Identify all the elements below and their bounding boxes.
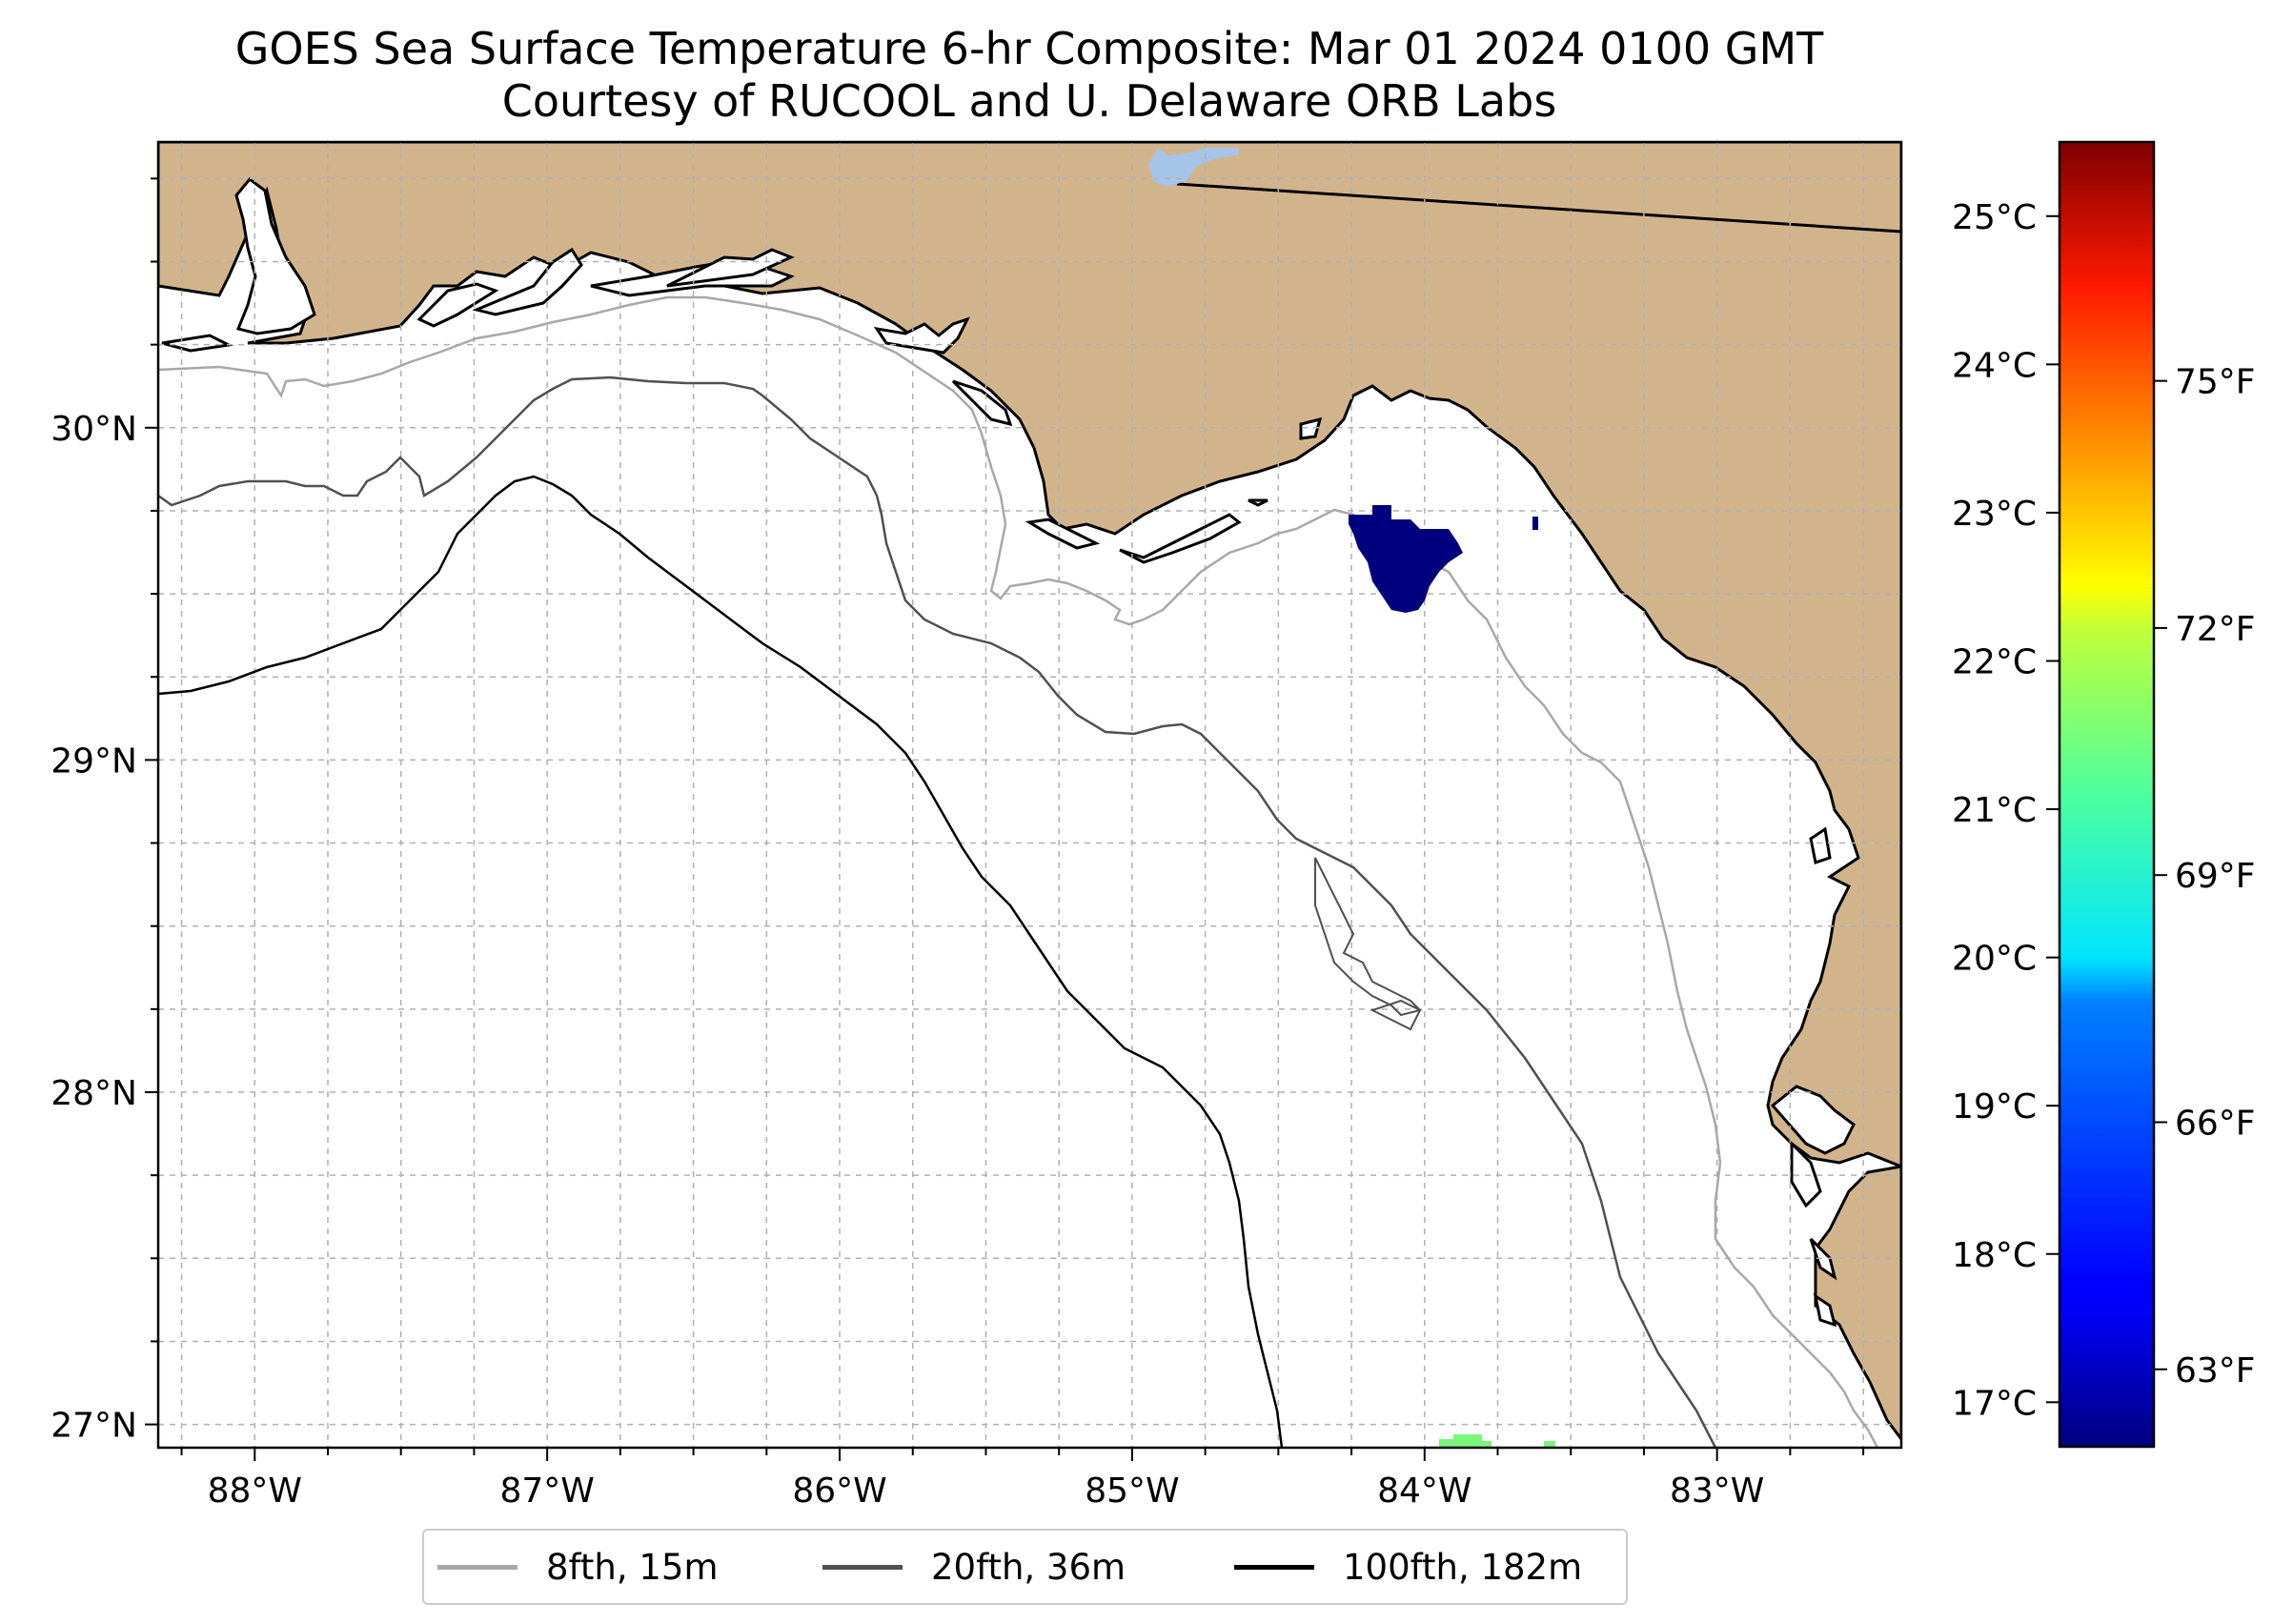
map-subtitle: Courtesy of RUCOOL and U. Delaware ORB L… — [501, 75, 1557, 127]
isobath-20fth-islands — [1314, 857, 1422, 1031]
lon-tick-label: 87°W — [499, 1472, 594, 1511]
celsius-tick-label: 19°C — [1952, 1087, 2037, 1127]
isobath-legend: 8fth, 15m 20fth, 36m 100fth, 182m — [422, 1529, 1628, 1605]
fahrenheit-tick-label: 72°F — [2175, 610, 2256, 649]
legend-label-8fth: 8fth, 15m — [546, 1546, 719, 1588]
legend-swatch-20fth — [822, 1564, 903, 1570]
lon-tick-label: 85°W — [1085, 1472, 1179, 1511]
fahrenheit-tick-label: 66°F — [2175, 1104, 2256, 1143]
fahrenheit-tick-label: 75°F — [2175, 363, 2256, 402]
celsius-tick-label: 20°C — [1952, 940, 2037, 979]
legend-label-100fth: 100fth, 182m — [1343, 1546, 1583, 1588]
lon-tick-label: 86°W — [792, 1472, 886, 1511]
longitude-axis: 88°W 87°W 86°W 85°W 84°W 83°W — [180, 1448, 1865, 1511]
lon-tick-label: 88°W — [208, 1472, 302, 1511]
sst-cold-pixel — [1532, 517, 1538, 530]
celsius-tick-label: 24°C — [1952, 346, 2037, 385]
isobath-8fth — [158, 295, 1879, 1448]
fahrenheit-tick-label: 69°F — [2175, 857, 2256, 896]
map-title: GOES Sea Surface Temperature 6-hr Compos… — [234, 23, 1824, 74]
lat-tick-label: 29°N — [51, 741, 137, 781]
celsius-tick-label: 25°C — [1952, 198, 2037, 237]
map-frame — [156, 140, 1903, 1450]
legend-item-20fth: 20fth, 36m — [822, 1531, 1126, 1603]
legend-swatch-8fth — [437, 1564, 517, 1570]
legend-item-8fth: 8fth, 15m — [437, 1531, 719, 1603]
sst-cold-patch — [1349, 505, 1463, 613]
legend-swatch-100fth — [1234, 1564, 1314, 1570]
legend-item-100fth: 100fth, 182m — [1234, 1531, 1582, 1603]
lat-tick-label: 27°N — [51, 1407, 137, 1446]
colorbar-frame — [2058, 140, 2156, 1449]
celsius-tick-label: 22°C — [1952, 642, 2037, 681]
latitude-axis: 30°N 29°N 28°N 27°N — [51, 177, 158, 1446]
state-border — [1176, 182, 1901, 233]
fahrenheit-tick-label: 63°F — [2175, 1351, 2256, 1391]
celsius-tick-label: 18°C — [1952, 1236, 2037, 1275]
celsius-tick-label: 17°C — [1952, 1384, 2037, 1423]
lat-tick-label: 30°N — [51, 410, 137, 449]
colorbar-celsius-axis: 17°C 18°C 19°C 20°C 21°C 22°C 23°C 24°C 25°C — [1952, 198, 2060, 1423]
bays — [161, 176, 1856, 1328]
land-area — [158, 142, 1901, 1442]
lon-tick-label: 83°W — [1670, 1472, 1764, 1511]
legend-label-20fth: 20fth, 36m — [931, 1546, 1126, 1588]
colorbar — [2060, 142, 2154, 1447]
isobath-100fth — [158, 475, 1284, 1448]
sst-warm-patch — [1439, 1434, 1555, 1448]
lon-tick-label: 84°W — [1377, 1472, 1471, 1511]
celsius-tick-label: 23°C — [1952, 495, 2037, 534]
gridlines — [158, 142, 1901, 1448]
lat-tick-label: 28°N — [51, 1074, 137, 1113]
celsius-tick-label: 21°C — [1952, 791, 2037, 830]
colorbar-fahrenheit-axis: 63°F 66°F 69°F 72°F 75°F — [2154, 363, 2256, 1391]
isobath-20fth — [158, 376, 1717, 1448]
lake — [1148, 148, 1239, 187]
